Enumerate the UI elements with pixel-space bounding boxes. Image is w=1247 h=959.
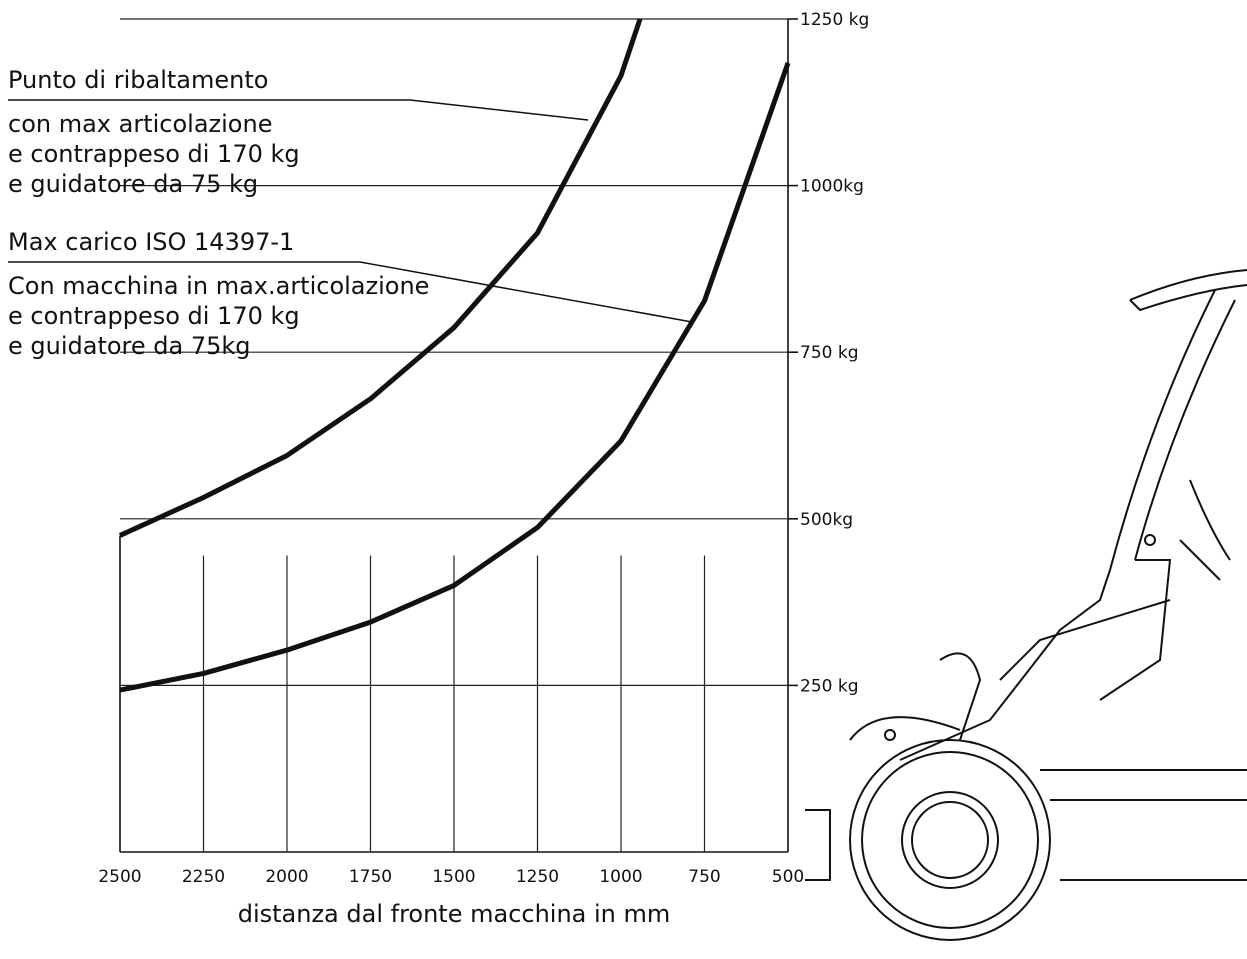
series-name: Max carico ISO 14397-1 bbox=[8, 228, 294, 256]
x-tick-label: 2500 bbox=[98, 867, 141, 887]
x-tick-label: 1750 bbox=[349, 867, 392, 887]
series-description: con max articolazione bbox=[8, 110, 272, 138]
leader-line bbox=[359, 261, 693, 323]
leader-line bbox=[409, 99, 589, 121]
y-tick-label: 250 kg bbox=[800, 676, 859, 696]
x-tick-label: 1250 bbox=[516, 867, 559, 887]
series-description: e contrappeso di 170 kg bbox=[8, 302, 300, 330]
x-tick-label: 500 bbox=[772, 867, 804, 887]
series-description: Con macchina in max.articolazione bbox=[8, 272, 429, 300]
series-description: e contrappeso di 170 kg bbox=[8, 140, 300, 168]
series-description: e guidatore da 75kg bbox=[8, 332, 251, 360]
series-name: Punto di ribaltamento bbox=[8, 66, 268, 94]
series-line bbox=[119, 62, 791, 693]
x-tick-label: 1000 bbox=[599, 867, 642, 887]
x-tick-label: 1500 bbox=[432, 867, 475, 887]
y-tick-label: 500kg bbox=[800, 510, 853, 530]
x-axis-label: distanza dal fronte macchina in mm bbox=[238, 900, 671, 928]
machine-drawing bbox=[805, 269, 1247, 941]
series-line bbox=[118, 18, 643, 538]
x-tick-label: 2250 bbox=[182, 867, 225, 887]
series-description: e guidatore da 75 kg bbox=[8, 170, 258, 198]
y-tick-label: 1000kg bbox=[800, 177, 864, 197]
y-tick-label: 1250 kg bbox=[800, 10, 869, 30]
y-tick-label: 750 kg bbox=[800, 343, 859, 363]
x-tick-label: 750 bbox=[688, 867, 720, 887]
x-tick-label: 2000 bbox=[265, 867, 308, 887]
